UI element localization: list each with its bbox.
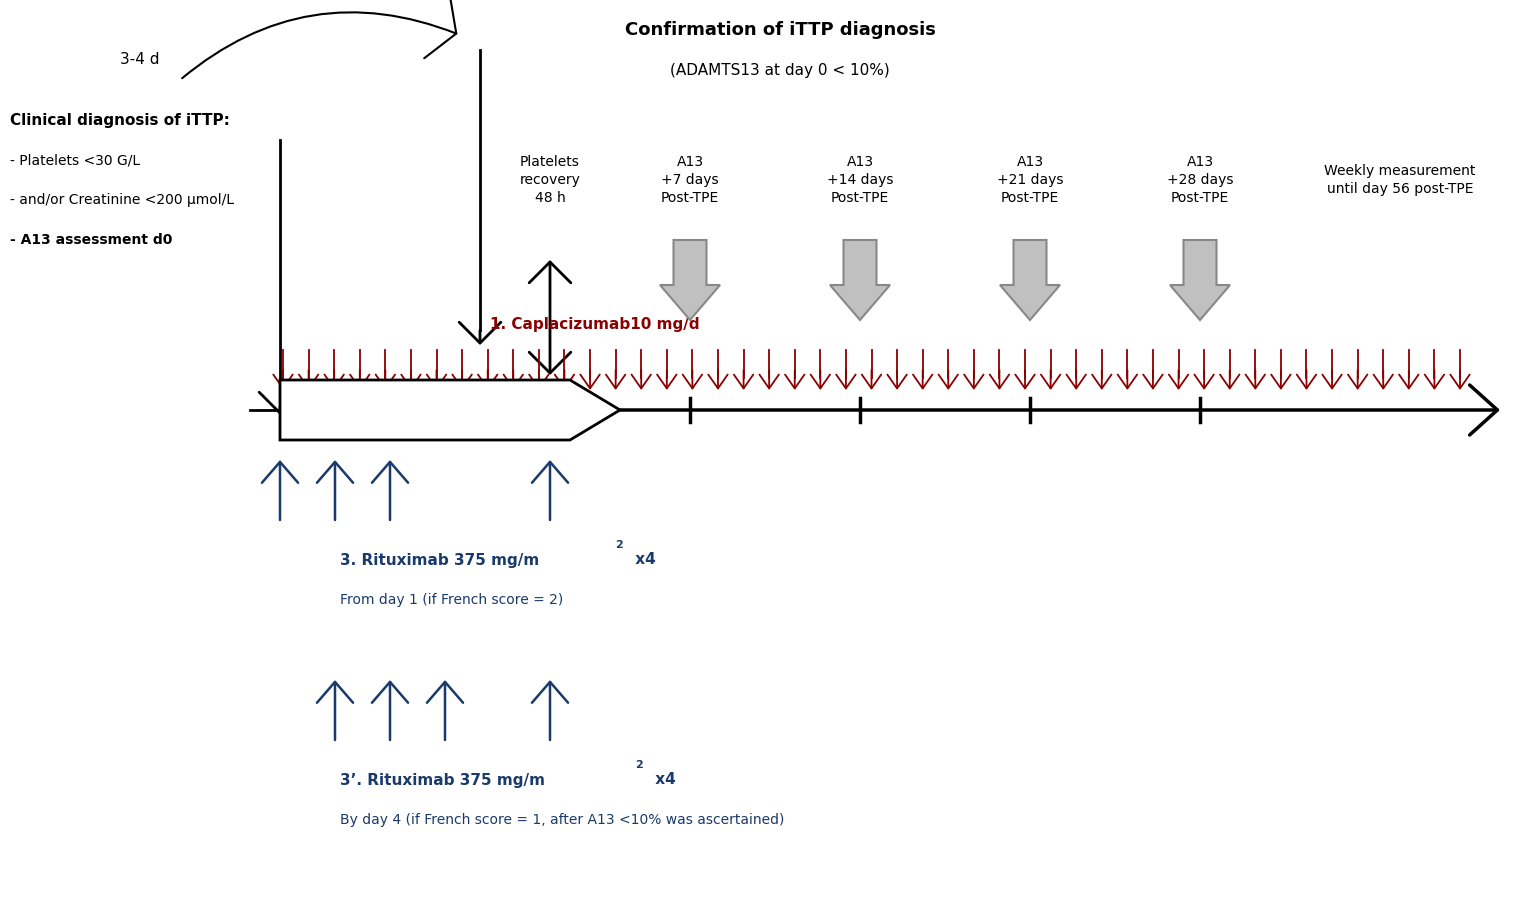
Text: Platelets
recovery
48 h: Platelets recovery 48 h xyxy=(520,155,580,205)
Text: - Platelets <30 G/L: - Platelets <30 G/L xyxy=(11,153,141,167)
Text: 1. Caplacizumab10 mg/d: 1. Caplacizumab10 mg/d xyxy=(490,318,699,332)
Polygon shape xyxy=(280,380,620,440)
Text: Confirmation of iTTP diagnosis: Confirmation of iTTP diagnosis xyxy=(624,21,935,39)
Text: A13
+21 days
Post-TPE: A13 +21 days Post-TPE xyxy=(996,155,1063,205)
Text: 3. Rituximab 375 mg/m: 3. Rituximab 375 mg/m xyxy=(340,553,539,568)
Text: From day 1 (if French score = 2): From day 1 (if French score = 2) xyxy=(340,593,563,607)
Text: A13
+14 days
Post-TPE: A13 +14 days Post-TPE xyxy=(826,155,894,205)
Text: Clinical diagnosis of iTTP:: Clinical diagnosis of iTTP: xyxy=(11,112,230,128)
Text: A13
+7 days
Post-TPE: A13 +7 days Post-TPE xyxy=(661,155,719,205)
Polygon shape xyxy=(1170,240,1230,320)
Text: Weekly measurement
until day 56 post-TPE: Weekly measurement until day 56 post-TPE xyxy=(1325,164,1476,196)
Polygon shape xyxy=(1001,240,1060,320)
Text: A13
+28 days
Post-TPE: A13 +28 days Post-TPE xyxy=(1167,155,1233,205)
Text: - A13 assessment d0: - A13 assessment d0 xyxy=(11,233,173,247)
Text: - and/or Creatinine <200 μmol/L: - and/or Creatinine <200 μmol/L xyxy=(11,193,234,207)
Text: By day 4 (if French score = 1, after A13 <10% was ascertained): By day 4 (if French score = 1, after A13… xyxy=(340,813,785,827)
Polygon shape xyxy=(829,240,890,320)
Text: 2: 2 xyxy=(615,540,623,550)
Polygon shape xyxy=(659,240,721,320)
Text: 3’. Rituximab 375 mg/m: 3’. Rituximab 375 mg/m xyxy=(340,772,545,788)
Text: 3-4 d: 3-4 d xyxy=(121,52,159,68)
Text: x4: x4 xyxy=(650,772,676,788)
Text: 2: 2 xyxy=(635,760,643,770)
Text: (ADAMTS13 at day 0 < 10%): (ADAMTS13 at day 0 < 10%) xyxy=(670,62,890,77)
Text: x4: x4 xyxy=(630,553,656,568)
